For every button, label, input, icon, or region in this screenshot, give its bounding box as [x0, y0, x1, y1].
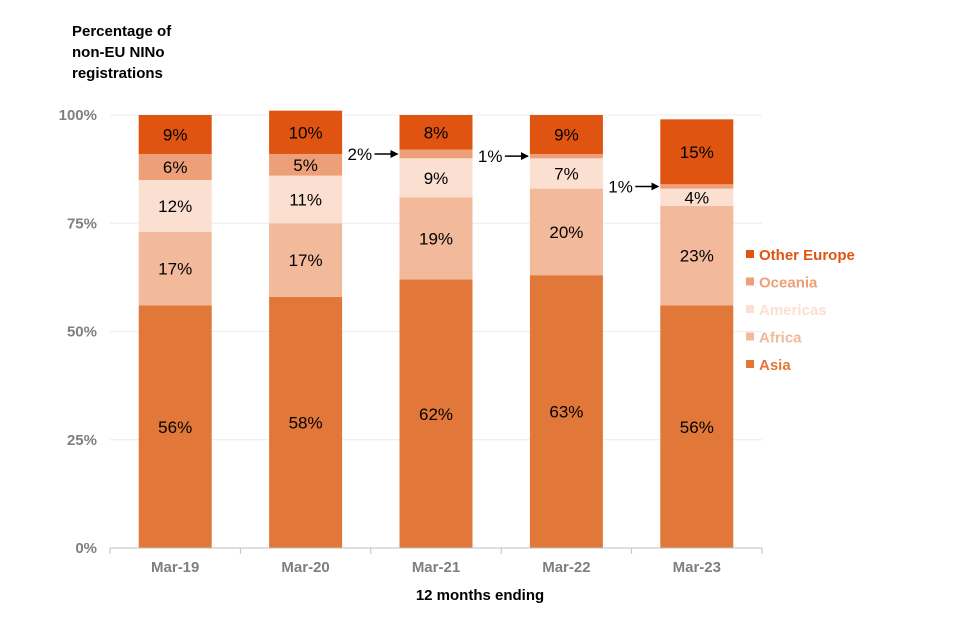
bar-segment-oceania-mar-20 [269, 153, 343, 176]
y-axis-title: Percentage of non-EU NINo registrations [72, 23, 172, 82]
data-label-other-europe-mar-21: 8% [424, 123, 449, 142]
y-tick-label: 50% [67, 324, 97, 341]
data-label-americas-mar-23: 4% [685, 188, 710, 207]
annotations: 2% 1% 1% [348, 145, 660, 196]
data-label-other-europe-mar-20: 10% [289, 123, 323, 142]
x-tick-label: Mar-22 [542, 559, 590, 576]
legend-label-other-europe: Other Europe [759, 247, 855, 264]
data-label-africa-mar-22: 20% [549, 223, 583, 242]
bar-segment-other-europe-mar-20 [269, 110, 343, 154]
data-label-americas-mar-20: 11% [289, 190, 322, 209]
data-label-oceania-mar-20: 5% [293, 156, 318, 175]
data-labels: 56% 17% 12% 6% 9% 58% 17% 11% 5% 10% 62% 19% 9% 8% 63%… [158, 123, 714, 436]
legend: Other Europe Oceania Americas Africa Asia [746, 247, 855, 374]
data-label-africa-mar-20: 17% [289, 251, 323, 270]
legend-swatch-other-europe [746, 250, 754, 258]
bar-segment-other-europe-mar-21 [399, 115, 473, 150]
y-axis-title-line: Percentage of [72, 23, 172, 40]
data-label-asia-mar-23: 56% [680, 418, 714, 437]
bar-segment-africa-mar-23 [660, 205, 734, 306]
external-label-mar-23: 1% [608, 177, 633, 196]
data-label-asia-mar-22: 63% [549, 403, 583, 422]
legend-swatch-africa [746, 332, 754, 341]
data-label-asia-mar-21: 62% [419, 405, 453, 424]
bar-segment-asia-mar-20 [269, 296, 343, 548]
bar-segment-americas-mar-21 [399, 158, 473, 198]
data-label-asia-mar-20: 58% [289, 413, 323, 432]
bar-segment-other-europe-mar-22 [529, 115, 603, 154]
bar-segment-other-europe-mar-19 [138, 115, 212, 154]
bar-segment-africa-mar-20 [269, 223, 343, 297]
bar-segment-americas-mar-20 [269, 175, 343, 224]
x-tick-label: Mar-23 [673, 559, 721, 576]
y-tick-label: 75% [67, 215, 97, 232]
bar-segment-africa-mar-19 [138, 231, 212, 306]
legend-swatch-oceania [746, 277, 754, 286]
data-label-other-europe-mar-19: 9% [163, 125, 188, 144]
data-label-americas-mar-21: 9% [424, 169, 449, 188]
bar-segment-oceania-mar-23 [660, 184, 734, 189]
legend-swatch-americas [746, 305, 754, 313]
bar-segment-africa-mar-21 [399, 197, 473, 280]
y-tick-label: 0% [75, 540, 97, 557]
x-tick-label: Mar-21 [412, 559, 460, 576]
data-label-africa-mar-23: 23% [680, 247, 714, 266]
data-label-americas-mar-19: 12% [158, 197, 192, 216]
bar-segment-americas-mar-23 [660, 188, 734, 206]
bar-segment-asia-mar-19 [138, 305, 212, 548]
data-label-oceania-mar-19: 6% [163, 158, 188, 177]
data-label-africa-mar-21: 19% [419, 229, 453, 248]
bars [138, 110, 734, 548]
bar-segment-asia-mar-21 [399, 279, 473, 548]
y-axis-title-line: non-EU NINo [72, 44, 164, 61]
bar-segment-oceania-mar-19 [138, 153, 212, 180]
y-axis-title-line: registrations [72, 65, 163, 82]
legend-swatch-asia [746, 360, 754, 368]
data-label-other-europe-mar-22: 9% [554, 125, 579, 144]
legend-label-americas: Americas [759, 302, 827, 319]
axes: Mar-19 Mar-20 Mar-21 Mar-22 Mar-23 [109, 547, 763, 576]
data-label-africa-mar-19: 17% [158, 260, 192, 279]
bar-segment-americas-mar-19 [138, 179, 212, 232]
bar-segment-asia-mar-22 [529, 275, 603, 548]
external-label-mar-22: 1% [478, 147, 503, 166]
data-label-americas-mar-22: 7% [554, 164, 579, 183]
legend-label-oceania: Oceania [759, 275, 818, 292]
bar-segment-oceania-mar-22 [529, 153, 603, 159]
bar-segment-oceania-mar-21 [399, 149, 473, 159]
bar-segment-americas-mar-22 [529, 158, 603, 189]
x-tick-label: Mar-19 [151, 559, 199, 576]
bar-segment-other-europe-mar-23 [660, 119, 734, 185]
legend-label-africa: Africa [759, 330, 802, 347]
bar-segment-africa-mar-22 [529, 188, 603, 276]
external-label-mar-21: 2% [348, 145, 373, 164]
bar-segment-asia-mar-23 [660, 305, 734, 548]
x-axis-title: 12 months ending [416, 587, 544, 604]
legend-label-asia: Asia [759, 357, 791, 374]
y-tick-label: 100% [59, 107, 97, 124]
data-label-other-europe-mar-23: 15% [680, 143, 714, 162]
x-tick-label: Mar-20 [281, 559, 329, 576]
y-tick-label: 25% [67, 432, 97, 449]
data-label-asia-mar-19: 56% [158, 418, 192, 437]
